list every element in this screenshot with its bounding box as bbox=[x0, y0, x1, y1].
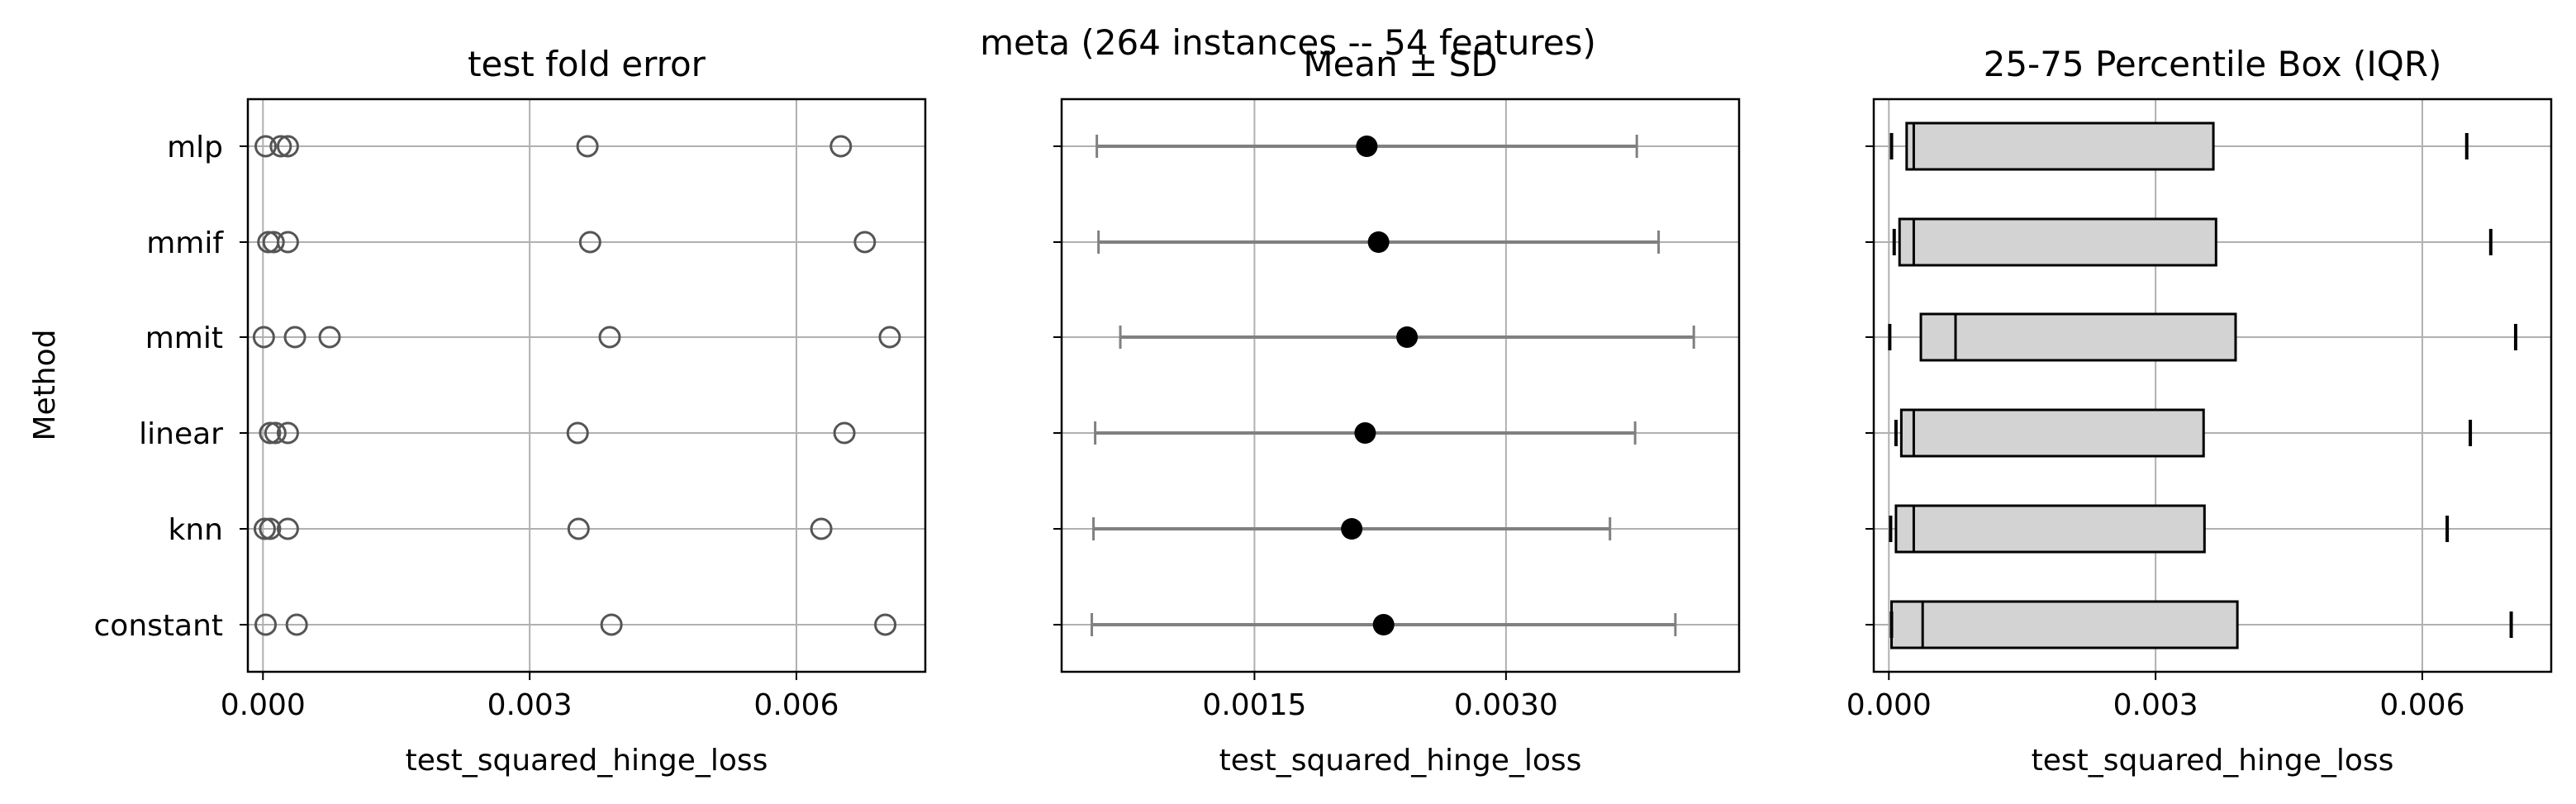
data-point bbox=[276, 135, 299, 158]
data-point bbox=[269, 135, 292, 158]
y-tick-label: constant bbox=[94, 609, 224, 643]
x-tick-label: 0.003 bbox=[2113, 688, 2198, 722]
data-point bbox=[833, 421, 856, 445]
x-tick-label: 0.006 bbox=[2379, 688, 2464, 722]
x-axis-label: test_squared_hinge_loss bbox=[406, 744, 768, 778]
data-point bbox=[576, 135, 599, 158]
data-point bbox=[276, 231, 299, 254]
y-tick-label: mmit bbox=[145, 321, 223, 355]
mean-point bbox=[1372, 614, 1395, 635]
x-tick-label: 0.0030 bbox=[1454, 688, 1558, 722]
data-point bbox=[254, 135, 278, 158]
data-point bbox=[829, 135, 853, 158]
panel-title: test fold error bbox=[468, 44, 706, 84]
iqr-box bbox=[1890, 600, 2239, 649]
mean-point bbox=[1396, 326, 1419, 348]
iqr-box bbox=[1894, 504, 2206, 554]
x-axis-label: test_squared_hinge_loss bbox=[2032, 744, 2394, 778]
data-point bbox=[253, 517, 276, 540]
iqr-box bbox=[1905, 121, 2215, 171]
data-point bbox=[874, 613, 897, 636]
data-point bbox=[318, 326, 341, 349]
axes-frame bbox=[1872, 98, 2553, 673]
axes-frame bbox=[1060, 98, 1741, 673]
data-point bbox=[853, 231, 877, 254]
iqr-box bbox=[1898, 217, 2217, 267]
x-tick-label: 0.000 bbox=[221, 688, 306, 722]
iqr-box bbox=[1899, 408, 2205, 458]
data-point bbox=[262, 231, 285, 254]
data-point bbox=[567, 517, 590, 540]
data-point bbox=[578, 231, 601, 254]
x-axis-label: test_squared_hinge_loss bbox=[1219, 744, 1582, 778]
data-point bbox=[283, 326, 307, 349]
data-point bbox=[264, 421, 287, 445]
x-tick-label: 0.003 bbox=[487, 688, 573, 722]
y-tick-label: linear bbox=[139, 417, 223, 451]
panel-iqr-box: 25-75 Percentile Box (IQR) test_squared_… bbox=[1846, 44, 2553, 778]
y-tick-label: mlp bbox=[167, 131, 223, 164]
panel-title: 25-75 Percentile Box (IQR) bbox=[1984, 44, 2442, 84]
suptitle: meta (264 instances -- 54 features) bbox=[980, 22, 1596, 63]
y-axis-label: Method bbox=[28, 329, 62, 440]
data-point bbox=[276, 517, 299, 540]
data-point bbox=[810, 517, 833, 540]
data-point bbox=[600, 613, 623, 636]
data-point bbox=[259, 421, 282, 445]
data-point bbox=[252, 326, 275, 349]
y-tick-label: mmif bbox=[146, 226, 224, 260]
y-tick-label: knn bbox=[169, 513, 223, 547]
mean-point bbox=[1356, 136, 1378, 157]
data-point bbox=[285, 613, 308, 636]
data-point bbox=[598, 326, 621, 349]
x-tick-label: 0.000 bbox=[1846, 688, 1932, 722]
panel-test-fold-error: test fold error test_squared_hinge_loss … bbox=[28, 44, 927, 778]
mean-point bbox=[1367, 231, 1390, 253]
x-tick-label: 0.006 bbox=[753, 688, 839, 722]
mean-point bbox=[1354, 422, 1376, 444]
x-tick-label: 0.0015 bbox=[1202, 688, 1306, 722]
data-point bbox=[566, 421, 589, 445]
mean-point bbox=[1341, 518, 1363, 540]
data-point bbox=[254, 613, 278, 636]
data-point bbox=[276, 421, 299, 445]
panel-title: Mean ± SD bbox=[1303, 44, 1497, 84]
data-point bbox=[878, 326, 901, 349]
data-point bbox=[259, 517, 282, 540]
panel-mean-sd: Mean ± SD test_squared_hinge_loss 0.0015… bbox=[1053, 44, 1741, 778]
iqr-box bbox=[1919, 312, 2237, 362]
axes-frame bbox=[246, 98, 927, 673]
